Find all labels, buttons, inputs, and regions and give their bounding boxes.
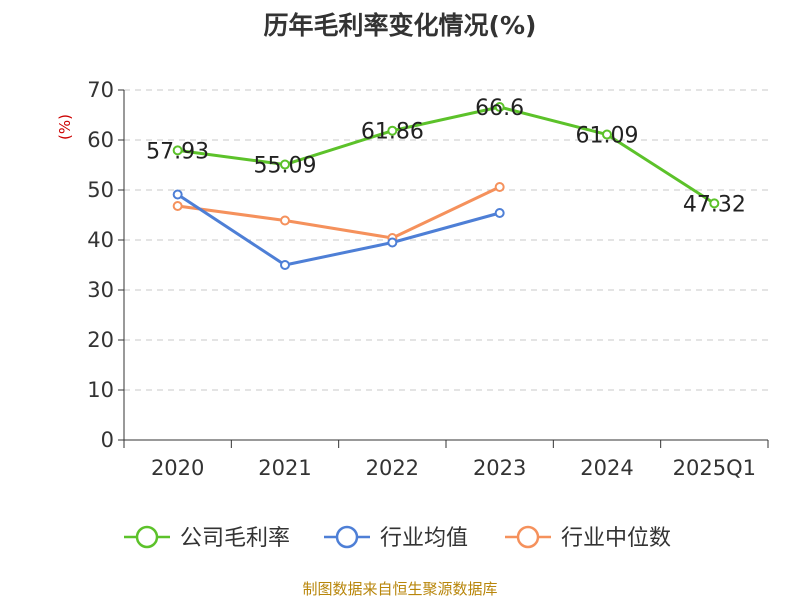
x-tick-label-2024: 2024	[580, 456, 633, 480]
y-tick-label-30: 30	[87, 278, 114, 302]
data-labels: 57.93 55.09 61.86 66.6 61.09 47.32	[146, 96, 746, 217]
data-point-0-1	[280, 159, 290, 170]
chart-title: 历年毛利率变化情况(%)	[263, 11, 537, 40]
series-line-2	[177, 185, 501, 240]
data-label-3: 66.6	[475, 96, 524, 121]
data-point-0-2	[387, 125, 398, 136]
legend-label-1: 行业均值	[380, 526, 468, 551]
series-line-1	[176, 193, 501, 267]
legend: 公司毛利率 行业均值 行业中位数	[124, 525, 671, 551]
x-tick-label-2023: 2023	[473, 456, 526, 480]
data-point-2-1	[280, 215, 290, 226]
data-point-1-0	[172, 189, 183, 200]
legend-marker-2	[516, 525, 540, 549]
x-tick-label-2022: 2022	[366, 456, 419, 480]
legend-label-0: 公司毛利率	[180, 526, 290, 551]
y-tick-label-60: 60	[87, 128, 114, 152]
x-tick-label-2020: 2020	[151, 456, 204, 480]
data-label-0: 57.93	[146, 139, 209, 164]
data-label-4: 61.09	[576, 124, 639, 149]
series-group	[172, 102, 720, 270]
data-point-0-5	[709, 198, 720, 209]
grid-lines	[124, 89, 768, 391]
axes: 0 10 20 30 40 50 60 70 2020 2021 2022 2023 2024 2025Q…	[56, 78, 769, 480]
data-point-1-1	[280, 260, 290, 270]
series-line-0	[177, 105, 716, 205]
y-tick-label-10: 10	[87, 378, 114, 402]
data-point-1-3	[494, 208, 505, 218]
legend-marker-1	[335, 525, 359, 549]
legend-label-2: 行业中位数	[561, 526, 671, 551]
data-point-0-3	[494, 102, 505, 112]
data-label-5: 47.32	[683, 192, 746, 217]
data-point-0-4	[602, 129, 612, 140]
y-tick-label-50: 50	[87, 178, 114, 202]
source-note: 制图数据来自恒生聚源数据库	[302, 580, 498, 598]
y-tick-label-40: 40	[87, 228, 114, 252]
data-point-2-0	[172, 201, 183, 211]
y-tick-label-70: 70	[87, 78, 114, 102]
data-point-2-3	[494, 182, 505, 192]
y-tick-label-0: 0	[101, 428, 114, 452]
y-axis-label: (%)	[56, 114, 74, 140]
x-tick-label-2025Q1: 2025Q1	[673, 456, 756, 480]
data-label-1: 55.09	[254, 154, 317, 179]
y-tick-label-20: 20	[87, 328, 114, 352]
legend-marker-0	[135, 525, 159, 549]
x-tick-label-2021: 2021	[258, 456, 311, 480]
data-point-1-2	[387, 237, 398, 248]
data-label-2: 61.86	[361, 120, 424, 145]
data-point-0-0	[172, 145, 183, 156]
